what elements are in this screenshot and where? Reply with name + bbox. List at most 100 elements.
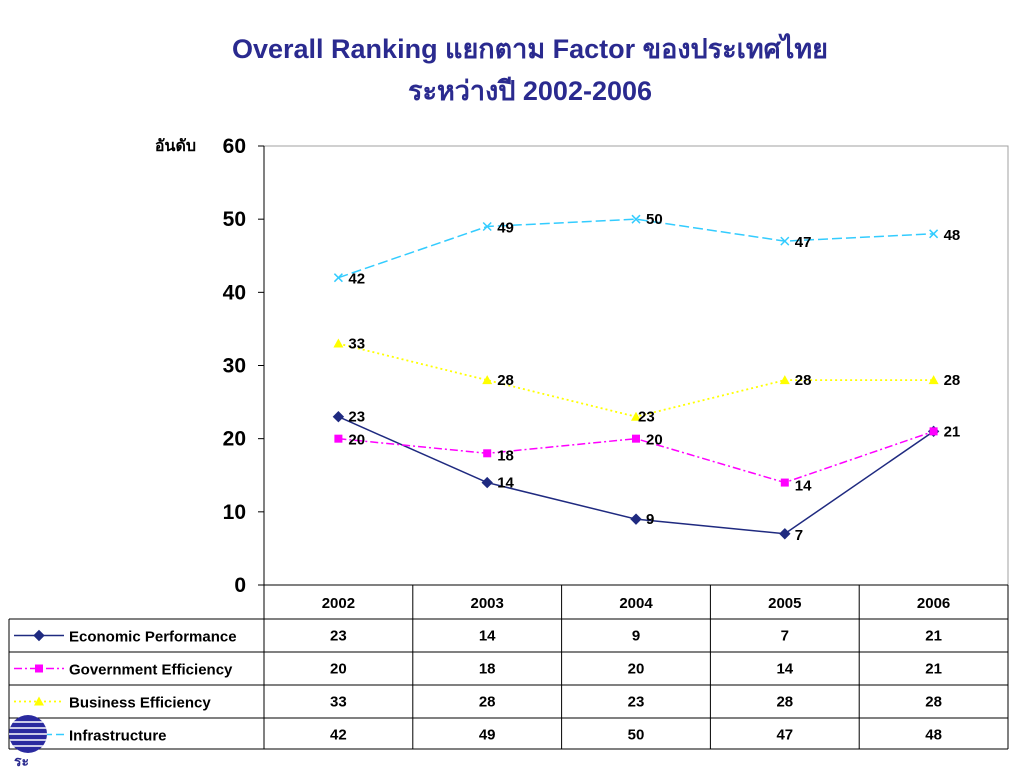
table-cell: 49 xyxy=(479,727,496,744)
data-label: 23 xyxy=(348,409,365,426)
x-category-label: 2003 xyxy=(471,595,504,612)
x-category-label: 2004 xyxy=(619,595,653,612)
data-label: 28 xyxy=(497,372,514,389)
y-tick-label: 40 xyxy=(223,281,246,304)
point-marker xyxy=(632,434,640,443)
table-cell: 48 xyxy=(925,727,942,744)
point-marker-stroke xyxy=(929,229,939,239)
point-marker xyxy=(779,375,790,385)
table-cell: 21 xyxy=(925,628,942,645)
point-marker xyxy=(33,629,45,642)
legend-key xyxy=(14,629,64,642)
legend-entry: Economic Performance xyxy=(69,629,237,646)
data-label: 23 xyxy=(638,409,655,426)
point-marker xyxy=(928,375,939,385)
logo-text: ระ xyxy=(14,753,29,768)
point-marker xyxy=(35,664,43,673)
chart-title-line2: ระหว่างปี 2002-2006 xyxy=(407,76,653,106)
point-marker xyxy=(929,427,938,436)
point-marker xyxy=(481,476,493,489)
table-cell: 14 xyxy=(479,628,496,645)
point-marker-stroke xyxy=(482,221,492,232)
table-cell: 33 xyxy=(330,694,347,711)
point-marker xyxy=(779,528,791,540)
chart-series: 23 14 9 7 21 20 18 20 14 33 28 23 28 28 42 49 50 47 48 xyxy=(332,211,961,544)
globe-logo-icon: ระ xyxy=(9,715,47,769)
data-label: 47 xyxy=(795,234,812,251)
y-tick-label: 10 xyxy=(223,501,246,524)
series-economic-performance: 23 14 9 7 21 xyxy=(332,409,961,544)
point-marker xyxy=(630,513,642,525)
y-axis-label: อันดับ xyxy=(155,136,196,155)
y-tick-label: 20 xyxy=(223,428,246,451)
data-label: 49 xyxy=(497,219,514,236)
x-category-label: 2006 xyxy=(917,595,950,612)
legend-entry: Business Efficiency xyxy=(69,695,211,712)
series-government-efficiency: 20 18 20 14 xyxy=(334,427,938,495)
legend-key xyxy=(14,696,64,706)
point-marker xyxy=(333,273,343,283)
point-marker xyxy=(334,434,343,443)
data-label: 20 xyxy=(348,432,365,449)
table-cell: 50 xyxy=(628,727,645,744)
chart-title-line1: Overall Ranking แยกตาม Factor ของประเทศไ… xyxy=(231,34,829,64)
data-label: 7 xyxy=(795,527,803,544)
data-table: 2002 2003 2004 2005 2006 Economic Performance… xyxy=(8,584,1009,750)
table-cell: 21 xyxy=(925,661,942,678)
table-cell: 28 xyxy=(776,694,793,711)
point-marker xyxy=(780,478,789,487)
point-marker xyxy=(333,338,344,348)
y-tick-label: 60 xyxy=(223,135,246,158)
table-cell: 7 xyxy=(781,628,789,645)
logo: ระ xyxy=(2,712,50,769)
data-label: 14 xyxy=(795,478,812,495)
chart-axes: 0 10 20 30 40 50 60 อันดับ xyxy=(155,135,1009,597)
legend-entry: Infrastructure xyxy=(69,728,167,745)
point-marker xyxy=(482,221,492,232)
table-cell: 42 xyxy=(330,727,347,744)
data-label: 21 xyxy=(944,423,961,440)
data-label: 48 xyxy=(944,227,961,244)
point-marker xyxy=(631,214,641,224)
data-label: 28 xyxy=(944,372,961,389)
legend-key xyxy=(14,664,64,673)
data-label: 28 xyxy=(795,372,812,389)
x-category-label: 2002 xyxy=(322,595,355,612)
table-cell: 20 xyxy=(628,661,645,678)
data-label: 9 xyxy=(646,511,654,528)
data-label: 33 xyxy=(348,336,365,353)
series-infrastructure: 42 49 50 47 48 xyxy=(333,211,961,288)
point-marker xyxy=(780,236,790,246)
data-label: 14 xyxy=(497,475,514,492)
point-marker-stroke xyxy=(333,273,343,283)
data-label: 42 xyxy=(348,271,365,288)
table-cell: 28 xyxy=(925,694,942,711)
point-marker xyxy=(483,449,492,458)
x-category-label: 2005 xyxy=(768,595,801,612)
table-cell: 23 xyxy=(628,694,645,711)
series-line xyxy=(338,342,934,418)
point-marker xyxy=(929,229,939,239)
table-cell: 20 xyxy=(330,661,347,678)
chart-title: Overall Ranking แยกตาม Factor ของประเทศไ… xyxy=(0,28,1024,112)
table-cell: 23 xyxy=(330,628,347,645)
data-label: 18 xyxy=(497,447,514,464)
table-cell: 47 xyxy=(776,727,793,744)
data-label: 20 xyxy=(646,432,663,449)
table-cell: 28 xyxy=(479,694,496,711)
data-label: 50 xyxy=(646,211,663,228)
series-line xyxy=(338,218,934,279)
legend-entry: Government Efficiency xyxy=(69,662,233,679)
y-tick-label: 50 xyxy=(223,208,246,231)
table-cell: 14 xyxy=(776,661,793,678)
y-tick-label: 0 xyxy=(234,574,246,597)
point-marker xyxy=(332,411,345,423)
y-tick-label: 30 xyxy=(223,355,246,378)
table-cell: 9 xyxy=(632,628,640,645)
point-marker-stroke xyxy=(631,214,641,224)
point-marker xyxy=(631,411,641,421)
table-cell: 18 xyxy=(479,661,496,678)
point-marker xyxy=(34,696,44,706)
point-marker xyxy=(482,375,493,385)
